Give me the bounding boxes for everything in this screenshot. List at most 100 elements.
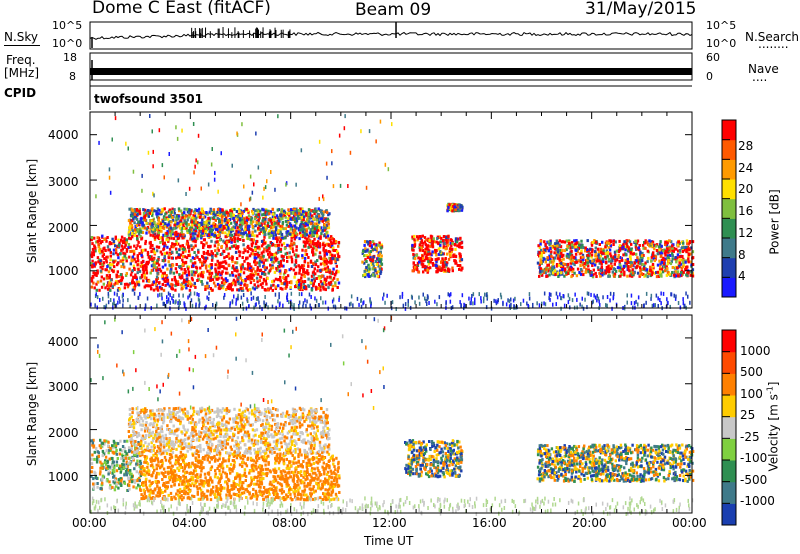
power-echo-cell bbox=[377, 270, 380, 274]
power-echo-cell bbox=[223, 226, 226, 230]
power-echo-cell bbox=[213, 231, 217, 235]
power-echo-cell bbox=[256, 267, 260, 271]
power-ground-scatter bbox=[156, 303, 158, 308]
power-echo-cell bbox=[171, 263, 175, 267]
power-ground-scatter bbox=[198, 298, 201, 303]
power-echo-cell bbox=[596, 255, 599, 258]
power-echo-cell bbox=[231, 281, 235, 285]
power-echo-cell bbox=[601, 270, 604, 274]
power-echo-cell bbox=[132, 285, 136, 289]
power-echo-cell bbox=[224, 235, 227, 239]
velocity-echo-cell bbox=[114, 450, 117, 454]
power-echo-cell bbox=[660, 249, 663, 253]
power-echo-cell bbox=[324, 259, 327, 263]
power-echo-cell bbox=[177, 214, 180, 218]
power-echo-cell bbox=[259, 268, 263, 272]
power-echo-cell bbox=[549, 252, 553, 256]
power-echo-cell bbox=[287, 211, 291, 215]
power-echo-cell bbox=[209, 287, 212, 290]
power-echo-cell bbox=[657, 274, 660, 278]
power-ground-scatter bbox=[167, 299, 169, 304]
power-echo-cell bbox=[413, 234, 416, 238]
power-echo-cell bbox=[123, 237, 126, 241]
power-echo-cell bbox=[277, 284, 280, 288]
power-echo-cell bbox=[624, 264, 628, 268]
power-echo-cell bbox=[174, 226, 178, 230]
power-echo-cell bbox=[111, 285, 114, 289]
power-echo-cell bbox=[286, 256, 289, 259]
power-echo-cell bbox=[565, 248, 568, 252]
power-echo-cell bbox=[191, 247, 194, 251]
power-echo-cell bbox=[207, 276, 210, 280]
power-echo-cell bbox=[336, 251, 340, 255]
power-echo-cell bbox=[573, 263, 576, 267]
power-echo-cell bbox=[632, 252, 635, 256]
power-echo-cell bbox=[288, 268, 291, 272]
power-echo-cell bbox=[302, 281, 306, 285]
power-echo-cell bbox=[623, 240, 626, 244]
power-echo-cell bbox=[279, 227, 283, 231]
power-echo-cell bbox=[431, 250, 434, 254]
power-echo-cell bbox=[90, 255, 94, 259]
power-echo-cell bbox=[423, 251, 426, 255]
power-echo-cell bbox=[274, 287, 277, 290]
power-echo-cell bbox=[445, 235, 448, 239]
power-echo-cell bbox=[122, 262, 125, 266]
power-echo-cell bbox=[443, 261, 446, 264]
power-echo-cell bbox=[660, 267, 664, 271]
power-sparse-echo bbox=[197, 160, 199, 165]
power-echo-cell bbox=[602, 249, 605, 253]
power-echo-cell bbox=[92, 271, 95, 275]
power-echo-cell bbox=[364, 247, 367, 251]
power-echo-cell bbox=[580, 269, 584, 273]
power-echo-cell bbox=[236, 269, 239, 273]
power-echo-cell bbox=[127, 230, 131, 234]
power-echo-cell bbox=[115, 251, 118, 255]
power-echo-cell bbox=[144, 248, 147, 252]
power-echo-cell bbox=[94, 249, 97, 253]
power-echo-cell bbox=[135, 247, 138, 250]
power-echo-cell bbox=[134, 230, 137, 234]
power-echo-cell bbox=[546, 263, 549, 267]
power-echo-cell bbox=[665, 265, 668, 269]
power-sparse-echo bbox=[236, 131, 238, 136]
power-echo-cell bbox=[285, 278, 288, 282]
power-echo-cell bbox=[451, 269, 454, 273]
power-ground-scatter bbox=[265, 302, 268, 307]
power-echo-cell bbox=[368, 244, 372, 248]
power-echo-cell bbox=[170, 210, 173, 214]
power-echo-cell bbox=[629, 251, 632, 255]
power-ground-scatter bbox=[208, 291, 210, 296]
power-ground-scatter bbox=[298, 292, 301, 297]
power-ground-scatter bbox=[677, 301, 680, 305]
power-echo-cell bbox=[600, 273, 603, 276]
power-echo-cell bbox=[660, 251, 664, 255]
power-echo-cell bbox=[426, 268, 429, 272]
power-echo-cell bbox=[167, 239, 170, 243]
power-ground-scatter bbox=[264, 295, 266, 299]
power-echo-cell bbox=[276, 240, 279, 244]
power-echo-cell bbox=[231, 288, 234, 292]
power-echo-cell bbox=[290, 235, 293, 239]
power-echo-cell bbox=[582, 273, 585, 277]
power-echo-cell bbox=[316, 222, 319, 226]
power-echo-cell bbox=[324, 227, 327, 230]
power-echo-cell bbox=[299, 207, 302, 211]
power-echo-cell bbox=[305, 233, 308, 237]
power-sparse-echo bbox=[322, 194, 324, 199]
power-sparse-echo bbox=[152, 149, 154, 154]
power-ground-scatter bbox=[309, 303, 311, 308]
power-echo-cell bbox=[136, 259, 140, 263]
power-echo-cell bbox=[374, 260, 377, 263]
power-echo-cell bbox=[593, 250, 597, 254]
power-echo-cell bbox=[136, 234, 139, 238]
power-echo-cell bbox=[186, 239, 189, 243]
power-echo-cell bbox=[627, 247, 631, 251]
power-echo-cell bbox=[285, 283, 289, 286]
power-echo-cell bbox=[299, 285, 302, 289]
velocity-echo-cell bbox=[109, 484, 112, 488]
power-echo-cell bbox=[258, 259, 262, 263]
power-echo-cell bbox=[257, 218, 260, 222]
power-echo-cell bbox=[238, 254, 241, 258]
power-ground-scatter bbox=[271, 304, 274, 309]
